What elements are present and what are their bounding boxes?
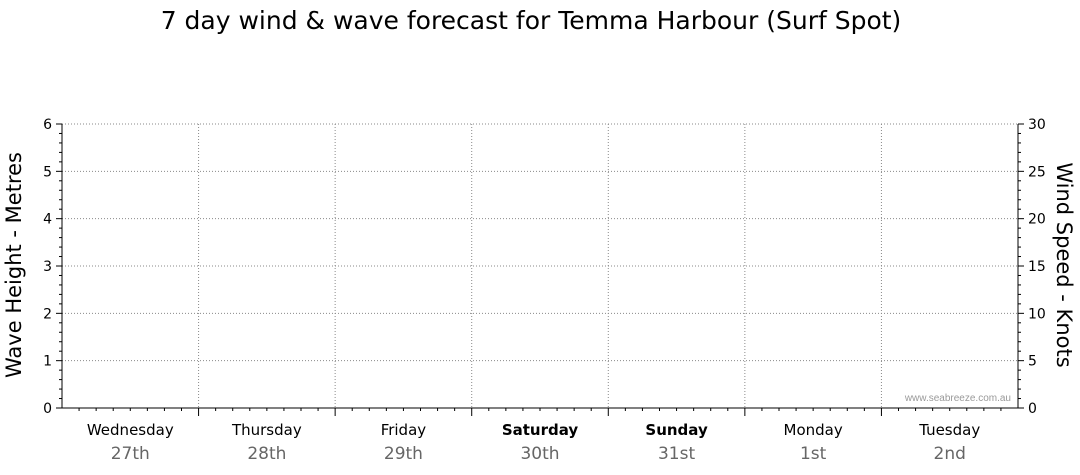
y2-tick-label: 25 <box>1028 164 1046 180</box>
date-label: 30th <box>520 444 559 464</box>
y2-axis-label: Wind Speed - Knots <box>1052 162 1076 367</box>
y-axis-label: Wave Height - Metres <box>2 152 26 378</box>
y2-tick-label: 0 <box>1028 401 1037 417</box>
day-label: Tuesday <box>918 421 980 439</box>
date-label: 31st <box>658 444 695 464</box>
date-label: 27th <box>111 444 150 464</box>
ticks-layer <box>56 123 1024 416</box>
y2-tick-label: 30 <box>1028 117 1046 133</box>
date-label: 2nd <box>934 444 966 464</box>
day-label: Thursday <box>231 421 302 439</box>
y2-tick-label: 5 <box>1028 354 1037 370</box>
date-label: 29th <box>384 444 423 464</box>
day-label: Monday <box>784 421 843 439</box>
day-label: Wednesday <box>87 421 174 439</box>
date-label: 28th <box>247 444 286 464</box>
y-tick-label: 6 <box>43 117 52 133</box>
y2-tick-label: 15 <box>1028 259 1046 275</box>
watermark-text: www.seabreeze.com.au <box>904 393 1011 404</box>
chart-title: 7 day wind & wave forecast for Temma Har… <box>160 6 902 35</box>
y-tick-label: 0 <box>43 401 52 417</box>
day-label: Saturday <box>502 421 579 439</box>
y-tick-label: 4 <box>43 212 52 228</box>
y-tick-label: 5 <box>43 164 52 180</box>
labels-layer: 0 1 2 3 4 5 6 0 5 10 15 20 25 30 Wednesday 27th Thursday… <box>43 117 1046 464</box>
y-tick-label: 2 <box>43 306 52 322</box>
grid-layer <box>62 123 1018 408</box>
y2-tick-label: 10 <box>1028 306 1046 322</box>
date-label: 1st <box>800 444 827 464</box>
y-tick-label: 3 <box>43 259 52 275</box>
day-label: Sunday <box>645 421 708 439</box>
y-tick-label: 1 <box>43 354 52 370</box>
day-label: Friday <box>381 421 427 439</box>
y2-tick-label: 20 <box>1028 212 1046 228</box>
